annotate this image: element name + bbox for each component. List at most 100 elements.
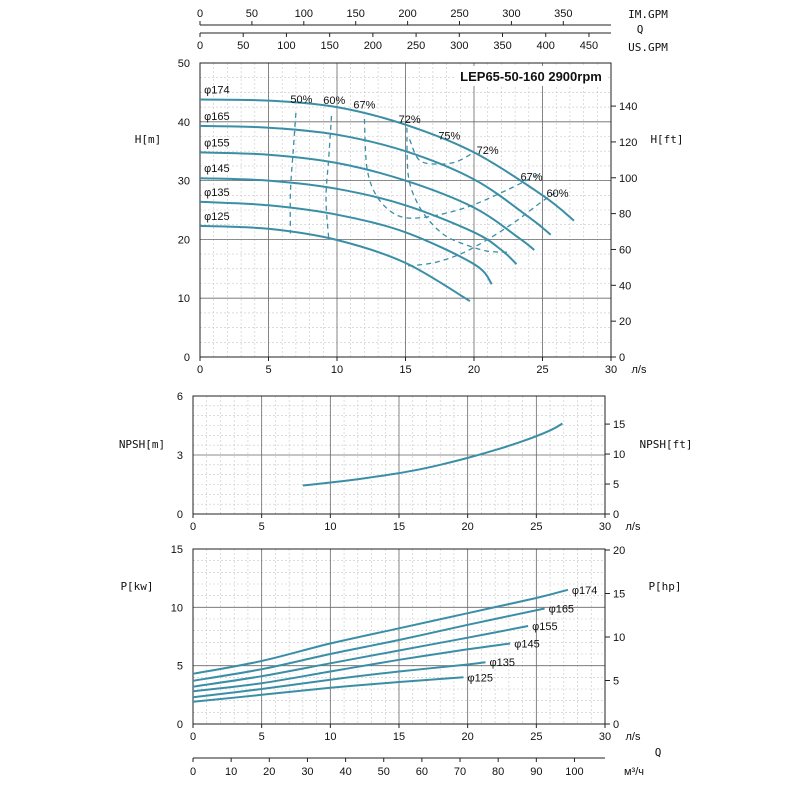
head-curve-4	[199, 200, 493, 285]
head-x-tick-label: 15	[399, 364, 411, 376]
im-gpm-tick-label: 200	[398, 8, 416, 20]
npsh-x-tick-label: 5	[259, 521, 265, 533]
us-gpm-tick-label: 450	[580, 40, 598, 52]
im-gpm-tick-label: 350	[554, 8, 572, 20]
efficiency-curve	[289, 112, 297, 234]
power-curve-label: φ135	[490, 657, 516, 669]
model-label: LEP65-50-160 2900rpm	[460, 69, 602, 84]
npsh-right-tick-label: 5	[613, 479, 619, 491]
head-curve-label: φ125	[204, 211, 230, 223]
power-curve-0	[192, 588, 569, 675]
power-curve-label: φ155	[532, 621, 558, 633]
efficiency-label: 67%	[353, 99, 375, 111]
head-curve-5	[199, 224, 471, 302]
head-curve-label: φ135	[204, 187, 230, 199]
power-right-tick-label: 10	[613, 632, 625, 644]
head-right-tick-label: 80	[619, 209, 631, 221]
head-x-tick-label: 25	[536, 364, 548, 376]
power-curve-3	[192, 642, 511, 693]
im-gpm-axis-title: IM.GPM	[628, 8, 668, 21]
power-y-tick-label: 15	[171, 544, 183, 556]
npsh-x-tick-label: 10	[324, 521, 336, 533]
efficiency-label: 75%	[438, 130, 460, 142]
head-curve-label: φ174	[204, 84, 230, 96]
head-curve-3	[199, 177, 518, 265]
head-x-tick-label: 20	[468, 364, 480, 376]
q-m3h-tick-label: 50	[378, 766, 390, 778]
q-m3h-tick-label: 100	[565, 766, 583, 778]
npsh-grid	[192, 395, 606, 515]
head-x-tick-label: 30	[605, 364, 617, 376]
us-gpm-tick-label: 400	[537, 40, 555, 52]
power-curve-4	[192, 661, 486, 699]
head-curve-2	[199, 151, 535, 251]
power-x-tick-label: 25	[530, 731, 542, 743]
head-right-tick-label: 0	[619, 352, 625, 364]
us-gpm-tick-label: 300	[450, 40, 468, 52]
power-x-tick-label: 20	[462, 731, 474, 743]
efficiency-curve	[408, 191, 557, 267]
q-m3h-tick-label: 40	[339, 766, 351, 778]
efficiency-label: 60%	[547, 188, 569, 200]
efficiency-label: 72%	[399, 114, 421, 126]
im-gpm-tick-label: 100	[295, 8, 313, 20]
bottom-q-unit: м³/ч	[624, 766, 644, 778]
efficiency-label: 50%	[290, 94, 312, 106]
power-x-tick-label: 0	[190, 731, 196, 743]
us-gpm-tick-label: 0	[197, 40, 203, 52]
head-y-axis-title: H[m]	[135, 133, 162, 146]
head-grid	[199, 62, 612, 358]
bottom-q-label: Q	[655, 746, 662, 759]
q-m3h-tick-label: 20	[263, 766, 275, 778]
head-x-axis-title: л/s	[632, 364, 647, 376]
power-curve-label: φ174	[572, 585, 598, 597]
us-gpm-tick-label: 50	[237, 40, 249, 52]
q-m3h-tick-label: 10	[225, 766, 237, 778]
efficiency-curve	[406, 127, 509, 253]
power-x-axis-title: л/s	[626, 731, 641, 743]
head-y-tick-label: 20	[178, 234, 190, 246]
us-gpm-tick-label: 200	[364, 40, 382, 52]
us-gpm-axis-title: US.GPM	[628, 41, 668, 54]
q-m3h-tick-label: 70	[454, 766, 466, 778]
head-right-tick-label: 120	[619, 137, 637, 149]
model-label-box	[455, 66, 607, 86]
power-y-tick-label: 10	[171, 602, 183, 614]
power-curve-label: φ145	[514, 639, 540, 651]
power-y-axis-title: P[kw]	[120, 580, 153, 593]
npsh-y-tick-label: 6	[177, 391, 183, 403]
power-x-tick-label: 10	[324, 731, 336, 743]
head-x-tick-label: 5	[265, 364, 271, 376]
efficiency-label: 72%	[477, 145, 499, 157]
power-x-tick-label: 5	[259, 731, 265, 743]
head-curve-label: φ145	[204, 163, 230, 175]
head-y-tick-label: 50	[178, 58, 190, 70]
npsh-x-tick-label: 0	[190, 521, 196, 533]
npsh-x-tick-label: 25	[530, 521, 542, 533]
efficiency-curve	[409, 139, 475, 165]
npsh-right-tick-label: 0	[613, 509, 619, 521]
power-y-tick-label: 5	[177, 661, 183, 673]
npsh-x-tick-label: 30	[599, 521, 611, 533]
npsh-right-axis-title: NPSH[ft]	[640, 438, 693, 451]
head-x-tick-label: 0	[197, 364, 203, 376]
power-x-tick-label: 30	[599, 731, 611, 743]
head-y-tick-label: 0	[184, 352, 190, 364]
npsh-y-tick-label: 0	[177, 509, 183, 521]
head-curve-1	[199, 124, 552, 236]
q-m3h-tick-label: 0	[190, 766, 196, 778]
q-m3h-tick-label: 80	[492, 766, 504, 778]
efficiency-label: 60%	[323, 95, 345, 107]
head-curve-0	[199, 98, 575, 222]
im-gpm-tick-label: 250	[450, 8, 468, 20]
head-right-axis-title: H[ft]	[650, 133, 683, 146]
q-m3h-tick-label: 60	[416, 766, 428, 778]
head-y-tick-label: 30	[178, 176, 190, 188]
npsh-curve	[302, 422, 563, 487]
power-right-tick-label: 20	[613, 545, 625, 557]
power-x-tick-label: 15	[393, 731, 405, 743]
power-y-tick-label: 0	[177, 719, 183, 731]
npsh-x-tick-label: 20	[462, 521, 474, 533]
efficiency-label: 67%	[521, 172, 543, 184]
